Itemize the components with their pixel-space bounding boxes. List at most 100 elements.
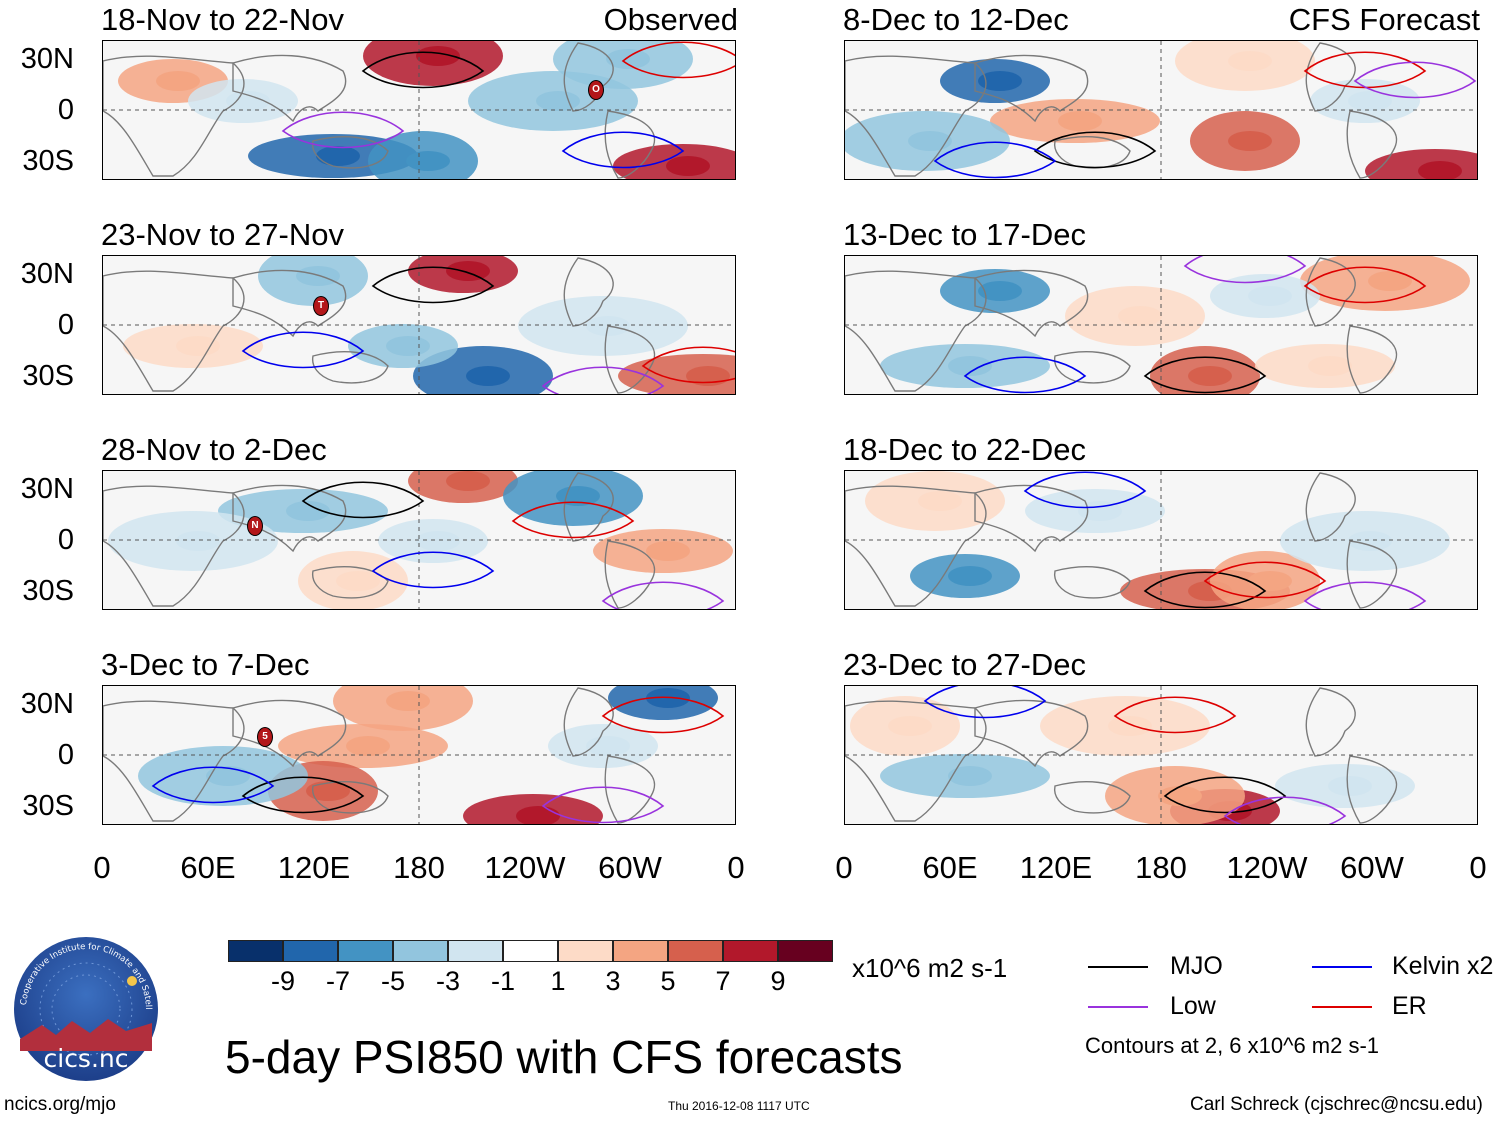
wave-contour-line — [933, 141, 1057, 179]
panel-title-1: 18-Nov to 22-Nov — [101, 2, 344, 37]
psi850-anomaly-core — [416, 46, 460, 66]
psi850-anomaly-core — [296, 266, 340, 286]
wave-contour-line — [371, 551, 495, 589]
coastline-outline — [604, 110, 656, 179]
storm-marker-icon: N — [247, 516, 263, 536]
legend-label-mjo: MJO — [1170, 952, 1223, 980]
lon-label-60e: 60E — [180, 850, 236, 885]
colorbar-swatch — [778, 940, 833, 962]
psi850-anomaly-core — [536, 91, 580, 111]
panel-title-2: 23-Nov to 27-Nov — [101, 217, 344, 252]
psi850-anomaly-core — [1118, 306, 1162, 326]
colorbar-swatch — [503, 940, 558, 962]
psi850-anomaly-core — [948, 566, 992, 586]
coastline-outline — [563, 42, 614, 112]
psi850-anomaly-core — [1348, 91, 1392, 111]
lon-label-0: 0 — [1469, 850, 1487, 885]
coastline-outline — [974, 484, 1089, 553]
wave-contour-line — [601, 581, 725, 609]
colorbar-swatch — [613, 940, 668, 962]
coastline-outline — [1053, 136, 1131, 169]
psi850-map-8 — [845, 686, 1477, 824]
map-panel-6 — [844, 255, 1478, 395]
psi850-anomaly-core — [1228, 131, 1272, 151]
lat-label-30s: 30S — [22, 360, 74, 392]
psi850-anomaly-core — [446, 471, 490, 491]
psi850-anomaly-core — [978, 281, 1022, 301]
psi850-anomaly-core — [888, 716, 932, 736]
wave-contour-line — [241, 331, 365, 369]
colorbar-label: -9 — [270, 966, 295, 996]
psi850-anomaly-core — [1248, 286, 1292, 306]
colorbar-label: 1 — [550, 966, 566, 996]
psi850-map-6 — [845, 256, 1477, 394]
coastline-outline — [1346, 755, 1398, 824]
psi850-anomaly-core — [1308, 356, 1352, 376]
lon-label-60w: 60W — [1340, 850, 1404, 885]
lon-label-120w: 120W — [1226, 850, 1308, 885]
colorbar-label: 9 — [770, 966, 786, 996]
colorbar-label: -7 — [325, 966, 350, 996]
psi850-map-4 — [103, 686, 735, 824]
colorbar-swatch — [338, 940, 393, 962]
psi850-anomaly-core — [446, 261, 490, 281]
coastline-outline — [103, 55, 245, 177]
psi850-anomaly-core — [226, 91, 270, 111]
lon-label-0: 0 — [93, 850, 111, 885]
wave-contour-line — [1203, 561, 1327, 599]
coastline-outline — [1346, 540, 1398, 609]
wave-contour-line — [561, 131, 685, 169]
wave-contour-line — [1163, 776, 1287, 814]
lat-label-30n: 30N — [20, 258, 74, 290]
coastline-outline — [311, 781, 389, 814]
coastline-outline — [604, 540, 656, 609]
coastline-outline — [1305, 42, 1356, 112]
lat-label-30s: 30S — [22, 575, 74, 607]
panel-title-6: 13-Dec to 17-Dec — [843, 217, 1086, 252]
map-panel-4 — [102, 685, 736, 825]
map-panel-8 — [844, 685, 1478, 825]
wave-contour-line — [1303, 266, 1427, 304]
colorbar-swatch — [393, 940, 448, 962]
wave-contour-line — [541, 786, 665, 824]
lon-label-0: 0 — [835, 850, 853, 885]
psi850-anomaly-core — [466, 366, 510, 386]
lat-label-eq: 0 — [57, 739, 74, 771]
coastline-outline — [845, 485, 987, 607]
psi850-anomaly-core — [1328, 776, 1372, 796]
psi850-anomaly-core — [1418, 161, 1462, 179]
psi850-anomaly-core — [1188, 366, 1232, 386]
coastline-outline — [103, 700, 245, 822]
coastline-outline — [604, 325, 656, 394]
wave-contour-line — [963, 356, 1087, 394]
wave-contour-line — [1143, 571, 1267, 609]
wave-contour-line — [1113, 696, 1237, 734]
psi850-map-1 — [103, 41, 735, 179]
wave-contour-line — [1353, 61, 1477, 99]
wave-contour-line — [1023, 471, 1147, 509]
psi850-anomaly-core — [1058, 111, 1102, 131]
psi850-anomaly-core — [386, 336, 430, 356]
psi850-anomaly-core — [386, 691, 430, 711]
coastline-outline — [232, 484, 347, 553]
coastline-outline — [974, 269, 1089, 338]
lon-label-120e: 120E — [277, 850, 351, 885]
coastline-outline — [232, 699, 347, 768]
main-title: 5-day PSI850 with CFS forecasts — [225, 1031, 903, 1083]
lat-label-30s: 30S — [22, 145, 74, 177]
legend-line-low — [1088, 1006, 1148, 1008]
map-panel-3 — [102, 470, 736, 610]
psi850-anomaly-core — [156, 71, 200, 91]
map-panel-2 — [102, 255, 736, 395]
colorbar-label: -1 — [490, 966, 515, 996]
coastline-outline — [845, 700, 987, 822]
wave-contour-line — [1303, 51, 1427, 89]
psi850-anomaly-core — [406, 151, 450, 171]
lon-label-60w: 60W — [598, 850, 662, 885]
coastline-outline — [974, 54, 1089, 123]
footer-url[interactable]: ncics.org/mjo — [4, 1094, 116, 1115]
coastline-outline — [604, 755, 656, 824]
colorbar — [228, 940, 833, 962]
lat-label-30n: 30N — [20, 43, 74, 75]
wave-contour-line — [923, 686, 1047, 719]
